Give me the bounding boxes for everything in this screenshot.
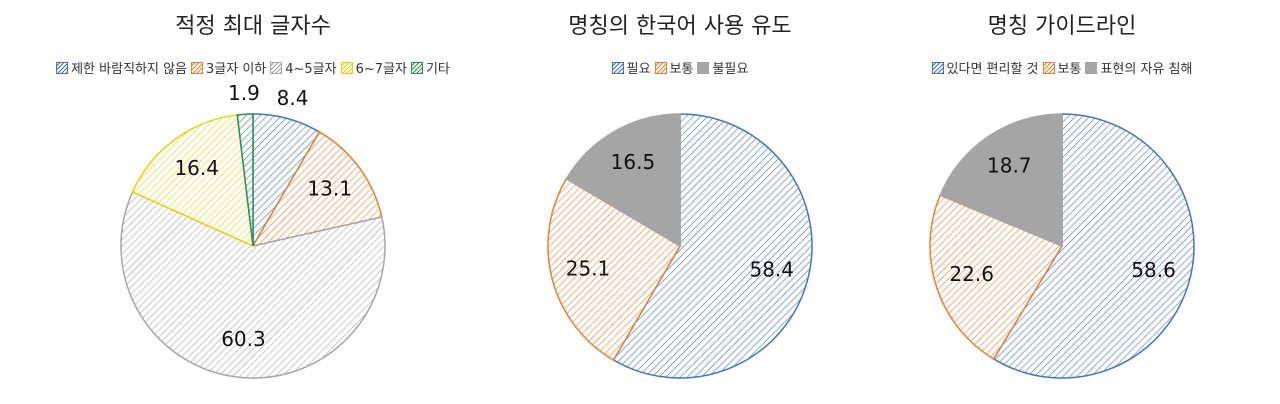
legend-swatch xyxy=(611,61,624,74)
legend-label: 6~7글자 xyxy=(355,62,407,77)
legend-swatch xyxy=(340,61,353,74)
pie-chart: 8.4 13.1 60.3 16.4 1.9 xyxy=(120,81,386,379)
data-label: 1.9 xyxy=(228,81,260,105)
data-label: 22.6 xyxy=(949,262,994,286)
legend-item: 표현의 자유 침해 xyxy=(1085,58,1192,77)
legend-label: 3글자 이하 xyxy=(206,62,267,77)
legend-item: 불필요 xyxy=(697,58,748,77)
legend-item: 제한 바람직하지 않음 xyxy=(56,58,187,77)
legend-item: 보통 xyxy=(654,58,694,77)
legend-swatch xyxy=(931,61,944,74)
chart-title: 명칭의 한국어 사용 유도 xyxy=(568,14,792,39)
data-label: 8.4 xyxy=(277,86,309,110)
legend-label: 4~5글자 xyxy=(285,62,337,77)
pie-slice xyxy=(565,113,681,248)
legend-label: 있다면 편리할 것 xyxy=(946,62,1039,77)
legend: 있다면 편리할 것 보통 표현의 자유 침해 xyxy=(852,58,1272,77)
pie-slice xyxy=(236,113,254,247)
legend-item: 6~7글자 xyxy=(340,58,407,77)
data-label: 13.1 xyxy=(307,176,352,200)
legend-label: 필요 xyxy=(626,62,651,77)
pie-slice xyxy=(120,190,386,379)
legend-label: 보통 xyxy=(1057,62,1082,77)
pie-chart: 58.4 25.1 16.5 xyxy=(547,113,813,379)
legend-swatch xyxy=(270,61,283,74)
legend-item: 4~5글자 xyxy=(270,58,337,77)
legend-item: 3글자 이하 xyxy=(191,58,266,77)
legend-item: 기타 xyxy=(410,58,450,77)
legend-label: 제한 바람직하지 않음 xyxy=(71,62,187,77)
legend-swatch xyxy=(1085,61,1098,74)
legend-item: 필요 xyxy=(611,58,651,77)
legend-swatch xyxy=(697,61,710,74)
legend-swatch xyxy=(56,61,69,74)
data-label: 60.3 xyxy=(221,327,266,351)
legend-label: 표현의 자유 침해 xyxy=(1100,62,1193,77)
chart-title: 명칭 가이드라인 xyxy=(987,14,1137,39)
legend-swatch xyxy=(410,61,423,74)
legend-label: 보통 xyxy=(669,62,694,77)
data-label: 18.7 xyxy=(987,153,1032,177)
pie-slice xyxy=(131,114,254,248)
data-label: 25.1 xyxy=(566,256,611,280)
legend: 제한 바람직하지 않음 3글자 이하 4~5글자 6~7글자 기타 xyxy=(43,58,463,77)
chart-title: 적정 최대 글자수 xyxy=(175,14,331,39)
pie-slice xyxy=(612,113,813,379)
legend-label: 불필요 xyxy=(712,62,749,77)
pie-chart: 58.6 22.6 18.7 xyxy=(929,113,1195,379)
legend-swatch xyxy=(1042,61,1055,74)
legend-swatch xyxy=(654,61,667,74)
data-label: 16.5 xyxy=(611,150,656,174)
pie-slice xyxy=(929,194,1064,360)
data-label: 16.4 xyxy=(174,156,219,180)
legend-label: 기타 xyxy=(425,62,450,77)
data-label: 58.4 xyxy=(749,257,794,281)
legend: 필요 보통 불필요 xyxy=(470,58,890,77)
legend-swatch xyxy=(191,61,203,74)
legend-item: 보통 xyxy=(1042,58,1082,77)
data-label: 58.6 xyxy=(1131,258,1176,282)
pie-slice xyxy=(251,130,383,248)
pie-slice xyxy=(939,113,1063,248)
pie-slice xyxy=(547,177,682,362)
pie-slice xyxy=(992,113,1195,379)
legend-item: 있다면 편리할 것 xyxy=(931,58,1039,77)
